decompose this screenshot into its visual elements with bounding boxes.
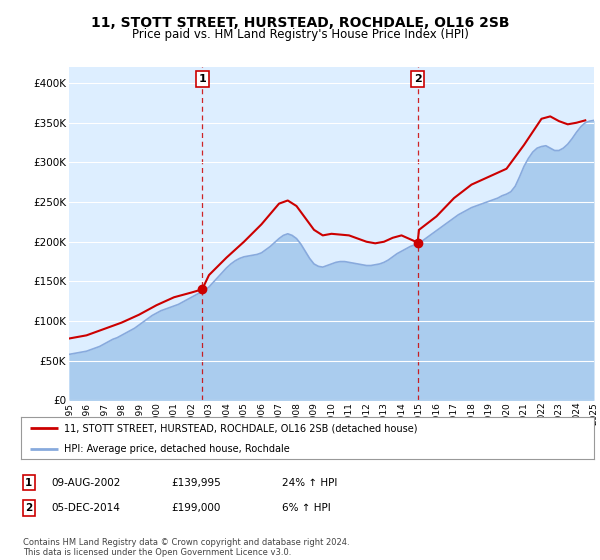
Text: £199,000: £199,000 bbox=[171, 503, 220, 513]
Text: Contains HM Land Registry data © Crown copyright and database right 2024.
This d: Contains HM Land Registry data © Crown c… bbox=[23, 538, 349, 557]
Text: 6% ↑ HPI: 6% ↑ HPI bbox=[282, 503, 331, 513]
Text: £139,995: £139,995 bbox=[171, 478, 221, 488]
Text: 11, STOTT STREET, HURSTEAD, ROCHDALE, OL16 2SB (detached house): 11, STOTT STREET, HURSTEAD, ROCHDALE, OL… bbox=[64, 423, 418, 433]
Text: 05-DEC-2014: 05-DEC-2014 bbox=[51, 503, 120, 513]
Text: HPI: Average price, detached house, Rochdale: HPI: Average price, detached house, Roch… bbox=[64, 444, 290, 454]
Text: 11, STOTT STREET, HURSTEAD, ROCHDALE, OL16 2SB: 11, STOTT STREET, HURSTEAD, ROCHDALE, OL… bbox=[91, 16, 509, 30]
Text: 2: 2 bbox=[414, 74, 421, 84]
Text: 1: 1 bbox=[25, 478, 32, 488]
Text: 09-AUG-2002: 09-AUG-2002 bbox=[51, 478, 121, 488]
Text: 2: 2 bbox=[25, 503, 32, 513]
Text: Price paid vs. HM Land Registry's House Price Index (HPI): Price paid vs. HM Land Registry's House … bbox=[131, 28, 469, 41]
Text: 1: 1 bbox=[198, 74, 206, 84]
Text: 24% ↑ HPI: 24% ↑ HPI bbox=[282, 478, 337, 488]
